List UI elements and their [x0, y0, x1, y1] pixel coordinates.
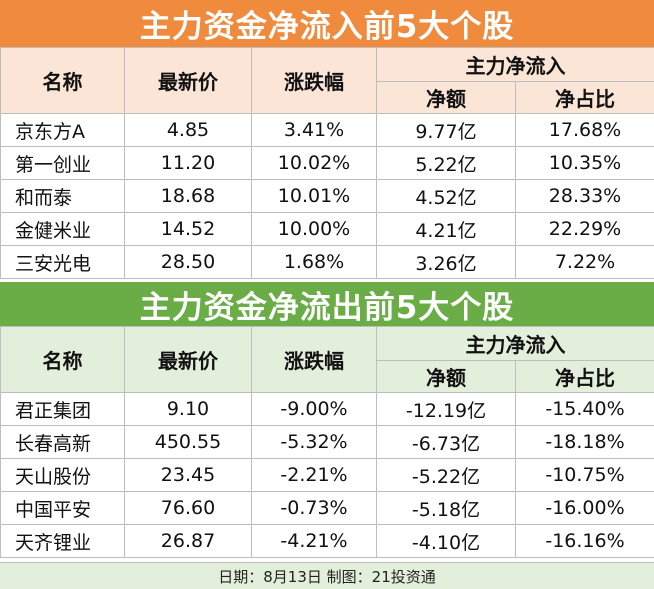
- stock-change: -5.32%: [251, 425, 377, 459]
- flow-ratio: 22.29%: [515, 212, 654, 246]
- stock-price: 14.52: [124, 212, 252, 246]
- stock-name: 天齐锂业: [0, 524, 125, 558]
- stock-price: 18.68: [124, 179, 252, 213]
- outflow-table: 名称 最新价 涨跌幅 主力净流入 净额 净占比 君正集团 9.10 -9.00%…: [0, 326, 654, 558]
- header-amount: 净额: [376, 360, 516, 393]
- header-main-flow: 主力净流入: [376, 47, 654, 82]
- header-change: 涨跌幅: [251, 326, 377, 393]
- flow-ratio: 10.35%: [515, 146, 654, 180]
- stock-change: -4.21%: [251, 524, 377, 558]
- stock-change: -9.00%: [251, 392, 377, 426]
- header-name: 名称: [0, 326, 125, 393]
- flow-amount: -6.73亿: [376, 425, 516, 459]
- stock-name: 和而泰: [0, 179, 125, 213]
- stock-change: -2.21%: [251, 458, 377, 492]
- flow-amount: 5.22亿: [376, 146, 516, 180]
- flow-ratio: -18.18%: [515, 425, 654, 459]
- flow-ratio: 17.68%: [515, 113, 654, 147]
- flow-ratio: 28.33%: [515, 179, 654, 213]
- table-row: 和而泰 18.68 10.01% 4.52亿 28.33%: [0, 179, 654, 213]
- table-row: 长春高新 450.55 -5.32% -6.73亿 -18.18%: [0, 425, 654, 459]
- header-main-flow: 主力净流入: [376, 326, 654, 361]
- stock-change: 10.01%: [251, 179, 377, 213]
- header-name: 名称: [0, 47, 125, 114]
- inflow-subheader-row: 净额 净占比: [1, 81, 654, 114]
- table-row: 君正集团 9.10 -9.00% -12.19亿 -15.40%: [0, 392, 654, 426]
- inflow-header-row: 名称 最新价 涨跌幅 主力净流入: [0, 47, 654, 114]
- flow-ratio: -16.00%: [515, 491, 654, 525]
- stock-change: 10.00%: [251, 212, 377, 246]
- flow-amount: 4.52亿: [376, 179, 516, 213]
- stock-change: 10.02%: [251, 146, 377, 180]
- outflow-title: 主力资金净流出前5大个股: [0, 282, 654, 326]
- table-row: 京东方A 4.85 3.41% 9.77亿 17.68%: [0, 113, 654, 147]
- stock-name: 金健米业: [0, 212, 125, 246]
- flow-ratio: -15.40%: [515, 392, 654, 426]
- table-row: 三安光电 28.50 1.68% 3.26亿 7.22%: [0, 245, 654, 279]
- header-ratio: 净占比: [515, 360, 654, 393]
- flow-amount: -5.18亿: [376, 491, 516, 525]
- table-row: 金健米业 14.52 10.00% 4.21亿 22.29%: [0, 212, 654, 246]
- flow-ratio: -16.16%: [515, 524, 654, 558]
- header-amount: 净额: [376, 81, 516, 114]
- header-ratio: 净占比: [515, 81, 654, 114]
- table-row: 中国平安 76.60 -0.73% -5.18亿 -16.00%: [0, 491, 654, 525]
- flow-amount: -12.19亿: [376, 392, 516, 426]
- stock-price: 23.45: [124, 458, 252, 492]
- stock-name: 天山股份: [0, 458, 125, 492]
- flow-amount: 4.21亿: [376, 212, 516, 246]
- stock-name: 三安光电: [0, 245, 125, 279]
- stock-name: 长春高新: [0, 425, 125, 459]
- inflow-table: 名称 最新价 涨跌幅 主力净流入 净额 净占比 京东方A 4.85 3.41% …: [0, 47, 654, 279]
- stock-price: 4.85: [124, 113, 252, 147]
- stock-price: 76.60: [124, 491, 252, 525]
- stock-price: 28.50: [124, 245, 252, 279]
- flow-amount: -5.22亿: [376, 458, 516, 492]
- stock-name: 第一创业: [0, 146, 125, 180]
- footer-credit: 日期：8月13日 制图：21投资通: [0, 562, 654, 589]
- stock-change: -0.73%: [251, 491, 377, 525]
- header-price: 最新价: [124, 326, 252, 393]
- stock-price: 9.10: [124, 392, 252, 426]
- stock-price: 450.55: [124, 425, 252, 459]
- outflow-header-row: 名称 最新价 涨跌幅 主力净流入: [0, 326, 654, 393]
- table-row: 天山股份 23.45 -2.21% -5.22亿 -10.75%: [0, 458, 654, 492]
- flow-amount: -4.10亿: [376, 524, 516, 558]
- stock-change: 3.41%: [251, 113, 377, 147]
- flow-ratio: -10.75%: [515, 458, 654, 492]
- table-row: 天齐锂业 26.87 -4.21% -4.10亿 -16.16%: [0, 524, 654, 558]
- header-change: 涨跌幅: [251, 47, 377, 114]
- flow-amount: 3.26亿: [376, 245, 516, 279]
- stock-name: 君正集团: [0, 392, 125, 426]
- header-price: 最新价: [124, 47, 252, 114]
- stock-price: 11.20: [124, 146, 252, 180]
- stock-price: 26.87: [124, 524, 252, 558]
- flow-ratio: 7.22%: [515, 245, 654, 279]
- stock-change: 1.68%: [251, 245, 377, 279]
- stock-name: 京东方A: [0, 113, 125, 147]
- inflow-title: 主力资金净流入前5大个股: [0, 0, 654, 47]
- stock-name: 中国平安: [0, 491, 125, 525]
- flow-amount: 9.77亿: [376, 113, 516, 147]
- table-row: 第一创业 11.20 10.02% 5.22亿 10.35%: [0, 146, 654, 180]
